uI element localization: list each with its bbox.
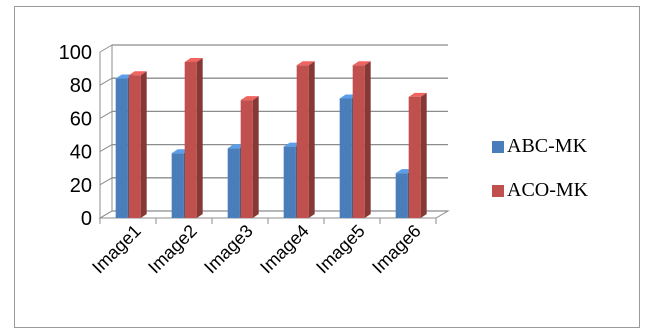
legend-swatch <box>492 185 504 197</box>
legend-swatch <box>492 141 504 153</box>
bar <box>184 57 203 219</box>
y-tick-label: 40 <box>70 142 92 164</box>
gridline-depth <box>99 77 113 86</box>
bar-front <box>128 75 141 219</box>
gridline-depth <box>99 44 113 53</box>
bar-front <box>339 98 352 218</box>
bar-top <box>240 96 259 101</box>
y-axis-ticks: 0 20 40 60 80 100 <box>59 42 92 230</box>
bar-top <box>352 61 371 66</box>
gridline-depth <box>99 177 113 186</box>
bar-front <box>115 78 128 218</box>
axes <box>98 45 450 224</box>
bar-front <box>227 148 240 218</box>
bar-side <box>196 57 203 219</box>
bar-top <box>184 57 203 62</box>
bar-side <box>364 61 371 218</box>
bar-front <box>171 153 184 218</box>
gridline-depth <box>99 144 113 153</box>
bar-front <box>352 65 365 218</box>
y-tick-label: 0 <box>81 208 92 230</box>
y-tick-label: 20 <box>70 175 92 197</box>
bar <box>296 61 315 218</box>
y-tick-label: 60 <box>70 108 92 130</box>
bar-front <box>240 100 253 218</box>
bar <box>128 71 147 219</box>
gridline-depth <box>99 110 113 119</box>
bar-side <box>140 71 147 219</box>
x-category-label: Image1 <box>88 221 145 278</box>
x-category-label: Image6 <box>368 221 425 278</box>
bar <box>408 92 427 218</box>
bar-side <box>308 61 315 218</box>
legend-label: ABC-MK <box>507 135 588 157</box>
y-tick-label: 100 <box>59 42 92 64</box>
x-category-label: Image5 <box>312 221 369 278</box>
bar-side <box>252 96 259 218</box>
legend-item: ACO-MK <box>492 179 589 201</box>
bar-front <box>296 65 309 218</box>
bar-top <box>296 61 315 66</box>
bar-front <box>395 173 408 218</box>
bar-top <box>128 71 147 76</box>
x-category-label: Image4 <box>256 221 313 278</box>
legend-label: ACO-MK <box>507 179 589 201</box>
x-category-label: Image2 <box>144 221 201 278</box>
bar <box>352 61 371 218</box>
legend: ABC-MK ACO-MK <box>492 135 589 201</box>
x-axis-categories: Image1 Image2 Image3 Image4 Image5 Image6 <box>88 221 425 278</box>
bar-front <box>184 61 197 219</box>
y-tick-label: 80 <box>70 75 92 97</box>
bar-side <box>420 92 427 218</box>
bar-front <box>408 96 421 218</box>
legend-item: ABC-MK <box>492 135 588 157</box>
bars <box>115 57 427 219</box>
bar-top <box>408 92 427 97</box>
x-category-label: Image3 <box>200 221 257 278</box>
bar-front <box>283 146 296 218</box>
bar <box>240 96 259 218</box>
